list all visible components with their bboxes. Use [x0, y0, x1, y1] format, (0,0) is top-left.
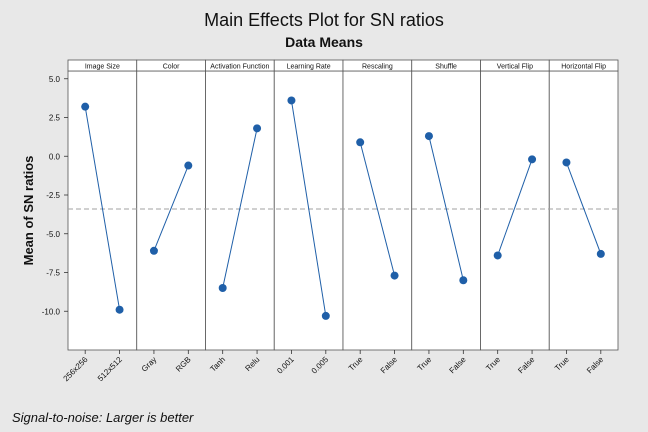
series-line	[359, 142, 396, 276]
panel-factor-label: Shuffle	[435, 64, 457, 71]
data-point	[253, 124, 262, 133]
x-tick-label: False	[585, 355, 606, 376]
panel-frame	[548, 70, 619, 351]
panel-factor-label: Horizontal Flip	[561, 64, 606, 71]
data-point	[356, 138, 365, 147]
data-point	[596, 249, 605, 258]
y-tick-label: -5.0	[46, 230, 60, 239]
x-tick-label: Relu	[243, 355, 261, 373]
panel-factor-label: Image Size	[85, 64, 120, 71]
series-line	[428, 135, 464, 281]
x-tick-label: True	[347, 355, 365, 373]
x-tick-label: True	[553, 355, 571, 373]
x-tick-label: False	[448, 355, 469, 376]
panel-frame	[136, 70, 206, 351]
y-tick-label: 5.0	[49, 75, 61, 84]
x-tick-label: 0.001	[275, 355, 296, 376]
data-point	[184, 161, 193, 170]
panel-factor-label: Activation Function	[210, 64, 269, 71]
x-tick-label: False	[379, 355, 400, 376]
x-tick-label: Gray	[140, 355, 159, 374]
panel-header	[548, 59, 619, 72]
data-point	[493, 251, 502, 260]
series-line	[290, 100, 327, 316]
x-tick-label: Tanh	[208, 355, 227, 374]
panel-factor-label: Learning Rate	[287, 64, 331, 71]
y-tick-label: 0.0	[49, 152, 61, 161]
y-tick-label: 2.5	[49, 114, 61, 123]
panel-frame	[411, 70, 481, 351]
x-tick-label: True	[416, 355, 434, 373]
chart-subtitle: Data Means	[285, 34, 363, 50]
data-point	[218, 284, 227, 292]
series-line	[153, 165, 189, 251]
data-point	[149, 246, 158, 255]
chart-title: Main Effects Plot for SN ratios	[204, 10, 444, 30]
data-point	[321, 311, 330, 320]
y-axis-label: Mean of SN ratios	[21, 156, 36, 266]
panel-factor-label: Vertical Flip	[497, 64, 533, 71]
x-tick-label: False	[516, 355, 537, 376]
data-point	[424, 132, 433, 141]
x-tick-label: True	[484, 355, 502, 373]
data-point	[390, 271, 399, 280]
data-point	[459, 276, 468, 285]
y-tick-label: -2.5	[46, 191, 60, 200]
data-point	[115, 305, 124, 314]
footnote: Signal-to-noise: Larger is better	[12, 410, 194, 425]
y-tick-label: -10.0	[42, 307, 61, 316]
series-line	[565, 162, 602, 255]
data-point	[562, 158, 571, 167]
x-tick-label: 0.005	[310, 355, 331, 376]
data-point	[81, 102, 90, 111]
y-tick-label: -7.5	[46, 269, 60, 278]
x-tick-label: 512x512	[96, 355, 124, 383]
data-point	[287, 96, 296, 105]
series-line	[222, 128, 258, 289]
panel-frame	[480, 70, 550, 351]
panel-factor-label: Color	[163, 64, 180, 71]
data-point	[528, 155, 537, 164]
panel-factor-label: Rescaling	[362, 64, 393, 71]
x-tick-label: 256x256	[62, 355, 90, 383]
series-line	[84, 106, 121, 310]
x-tick-label: RGB	[174, 355, 193, 374]
series-line	[497, 159, 533, 256]
